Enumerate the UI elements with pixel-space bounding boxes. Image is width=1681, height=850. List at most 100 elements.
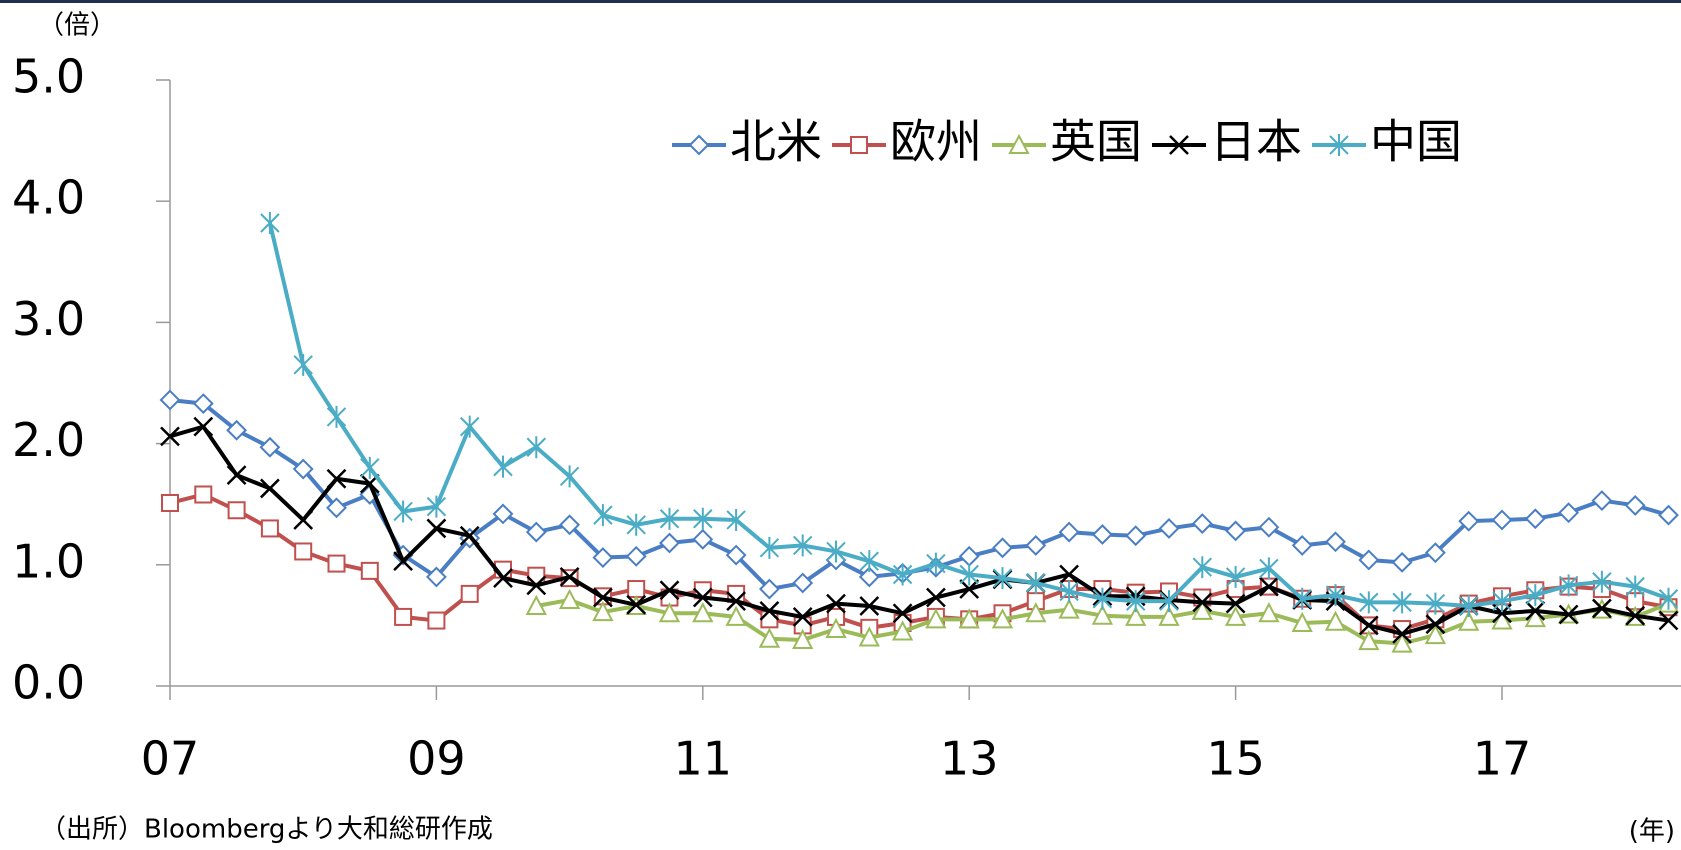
data-point [1059, 564, 1079, 585]
data-point [1524, 606, 1546, 628]
legend-label: 英国 [1050, 115, 1142, 169]
data-point [958, 545, 980, 567]
data-point [1458, 595, 1479, 618]
data-point [559, 514, 581, 536]
data-point [1558, 604, 1579, 625]
data-point [1392, 591, 1412, 614]
data-point [159, 389, 181, 411]
data-point [659, 532, 680, 554]
data-point [859, 596, 880, 616]
data-point [425, 566, 447, 588]
data-point [1092, 587, 1113, 610]
data-point [627, 580, 646, 599]
data-point [1425, 592, 1446, 615]
data-point [326, 468, 347, 489]
data-point [758, 627, 781, 648]
data-point [891, 620, 914, 641]
data-point [759, 536, 780, 559]
data-point [1125, 590, 1146, 613]
data-point [658, 602, 681, 623]
data-point [559, 567, 580, 587]
data-point [393, 500, 413, 523]
data-point [991, 608, 1014, 629]
data-point [726, 591, 746, 612]
data-point [1259, 557, 1279, 580]
data-point [593, 504, 613, 527]
data-point [692, 587, 713, 608]
data-point [193, 416, 214, 437]
data-point [1225, 593, 1246, 614]
data-point [858, 566, 880, 588]
data-point [1025, 534, 1047, 556]
legend-marker [1169, 135, 1189, 155]
data-point [394, 607, 413, 626]
data-point [1259, 576, 1279, 597]
x-tick-label: 15 [1206, 732, 1265, 786]
data-point [1191, 599, 1213, 620]
data-point [1291, 534, 1313, 556]
data-point [459, 415, 480, 438]
data-point [1591, 490, 1613, 511]
data-point [792, 534, 813, 557]
data-point [626, 594, 647, 615]
data-point [1492, 590, 1512, 613]
source-note: （出所）Bloombergより大和総研作成 [40, 815, 493, 845]
data-point [1292, 587, 1312, 610]
data-point [1225, 520, 1247, 542]
x-tick-label: 09 [407, 732, 466, 786]
data-point [1224, 605, 1247, 626]
data-point [1291, 611, 1313, 632]
data-point [426, 495, 447, 518]
data-point [959, 563, 979, 586]
data-point [1158, 605, 1180, 626]
data-point [792, 628, 814, 649]
data-point [959, 579, 980, 599]
legend-marker [1329, 134, 1349, 156]
data-point [1091, 524, 1113, 545]
data-point [1391, 551, 1413, 573]
data-point [1325, 584, 1346, 607]
data-point [725, 605, 747, 626]
data-point [360, 561, 379, 580]
data-point [1458, 610, 1480, 631]
legend-marker [688, 134, 710, 156]
data-point [858, 626, 880, 647]
data-point [1625, 605, 1646, 626]
data-point [692, 602, 714, 623]
data-point [958, 608, 980, 629]
legend-label: 欧州 [890, 115, 982, 169]
data-point [525, 594, 547, 616]
data-point [1192, 592, 1213, 613]
data-point [161, 493, 179, 512]
data-point [326, 405, 347, 428]
data-point [1625, 575, 1645, 598]
data-point [260, 519, 279, 538]
x-tick-label: 11 [674, 732, 733, 786]
data-point [1592, 598, 1612, 619]
data-point [758, 578, 780, 600]
data-point [1091, 604, 1114, 625]
data-point [493, 455, 513, 478]
data-point [292, 458, 314, 480]
y-tick-label: 1.0 [12, 534, 85, 588]
data-point [227, 501, 246, 520]
data-point [825, 617, 847, 639]
data-point [1424, 623, 1447, 645]
data-point [992, 537, 1013, 559]
x-tick-label: 17 [1473, 732, 1532, 786]
data-point [592, 600, 614, 622]
data-point [1458, 510, 1480, 532]
y-tick-label: 0.0 [12, 656, 85, 710]
data-point [493, 568, 513, 589]
data-point [1425, 614, 1446, 635]
data-point [1225, 565, 1246, 588]
data-point [426, 518, 447, 539]
data-point [692, 528, 714, 550]
data-point [1392, 624, 1412, 644]
data-point [626, 513, 646, 536]
data-point [892, 563, 913, 586]
data-point [558, 588, 581, 609]
series-line [169, 424, 1669, 636]
data-point [492, 503, 514, 525]
data-point [1324, 610, 1347, 631]
